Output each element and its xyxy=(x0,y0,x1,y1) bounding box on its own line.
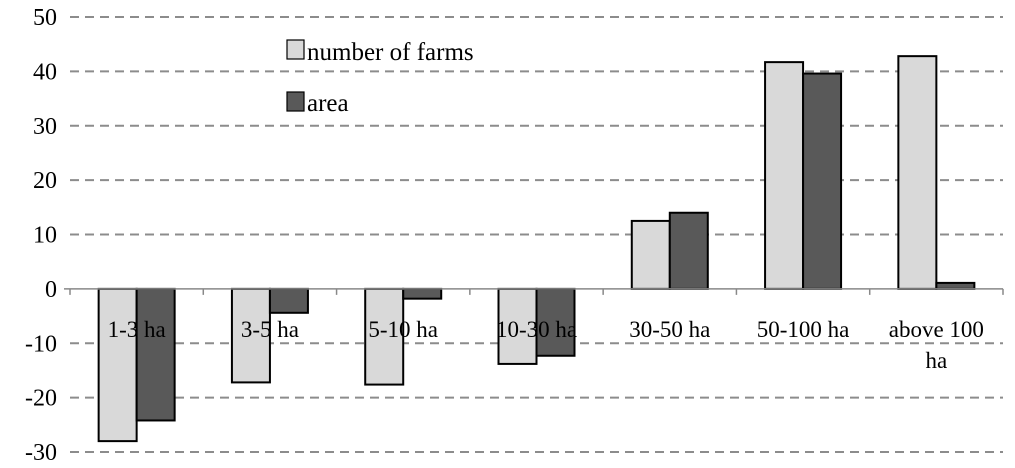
bar-area-above-100-ha xyxy=(935,281,976,290)
x-tick-marks xyxy=(69,288,1004,295)
y-tick-labels: 50 40 30 20 10 0 -10 -20 -30 xyxy=(25,5,57,466)
y-tick-label: 50 xyxy=(33,5,57,31)
bar-number-of-farms-50-100-ha xyxy=(764,61,805,290)
x-tick-label: 30-50 ha xyxy=(629,317,710,342)
y-tick-label: 40 xyxy=(33,59,57,85)
legend-swatch-number-of-farms xyxy=(286,39,305,60)
y-tick-label: 20 xyxy=(33,168,57,194)
y-tick-label: 0 xyxy=(45,277,57,303)
y-tick-label: -10 xyxy=(25,331,57,357)
x-tick-label: above 100 ha xyxy=(889,317,984,373)
bar-area-10-30-ha xyxy=(535,287,576,357)
y-tick-label: -20 xyxy=(25,386,57,412)
bar-area-3-5-ha xyxy=(268,287,309,314)
legend-label-area: area xyxy=(307,90,349,117)
bar-number-of-farms-30-50-ha xyxy=(630,219,671,290)
bar-number-of-farms-1-3-ha xyxy=(97,287,138,443)
x-tick-label: 10-30 ha xyxy=(496,317,577,342)
legend: number of farms area xyxy=(286,39,474,117)
gridlines xyxy=(70,16,1003,453)
x-tick-label: 50-100 ha xyxy=(757,317,850,342)
bar-area-30-50-ha xyxy=(668,211,709,290)
y-tick-label: 10 xyxy=(33,223,57,249)
bar-area-5-10-ha xyxy=(402,287,443,300)
bars xyxy=(97,55,976,443)
y-tick-label: 30 xyxy=(33,114,57,140)
x-tick-labels: 1-3 ha 3-5 ha 5-10 ha 10-30 ha 30-50 ha 50-10… xyxy=(108,317,984,373)
bar-area-50-100-ha xyxy=(802,72,843,290)
bar-number-of-farms-above-100-ha xyxy=(897,55,938,290)
x-tick-label: 1-3 ha xyxy=(108,317,166,342)
y-tick-label: -30 xyxy=(25,440,57,466)
x-tick-label: 3-5 ha xyxy=(241,317,299,342)
bar-area-1-3-ha xyxy=(135,287,176,422)
legend-swatch-area xyxy=(286,91,305,112)
x-tick-label: 5-10 ha xyxy=(368,317,438,342)
bar-number-of-farms-3-5-ha xyxy=(230,287,271,384)
legend-label-number-of-farms: number of farms xyxy=(307,39,474,66)
